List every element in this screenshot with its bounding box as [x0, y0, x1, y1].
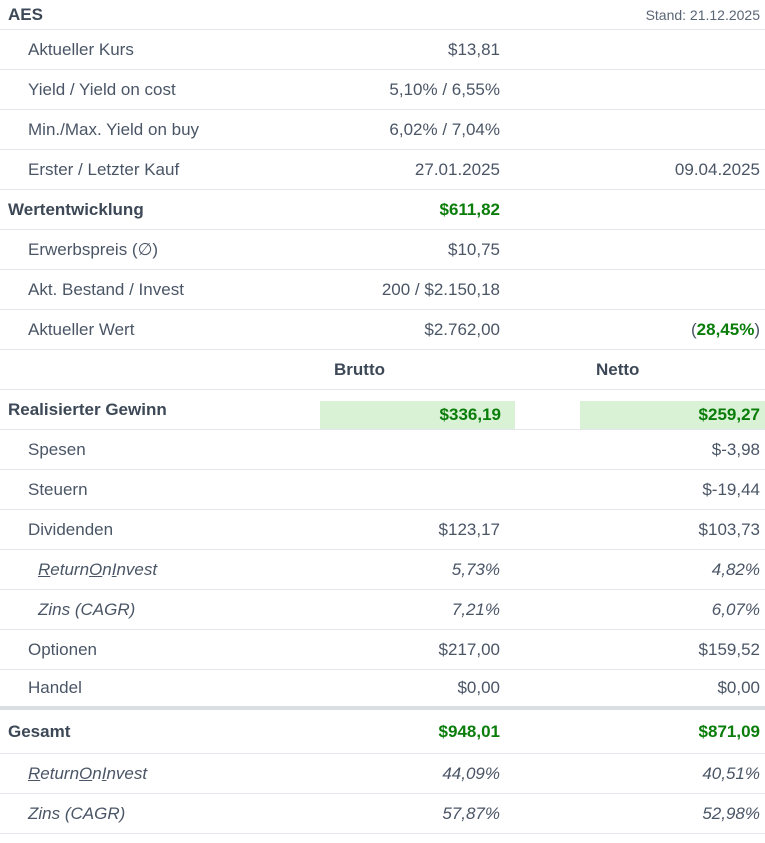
netto-value: $-19,44: [702, 479, 760, 499]
paren-close: ): [754, 319, 760, 339]
gesamt-netto: $871,09: [698, 721, 760, 741]
stand-date: Stand: 21.12.2025: [645, 6, 760, 23]
netto-value: 4,82%: [711, 559, 760, 579]
wertentwicklung-row: Wertentwicklung $611,82: [0, 190, 765, 230]
brutto-value: $0,00: [457, 678, 500, 697]
row-label: Erwerbspreis (∅): [28, 239, 159, 259]
row-value: 200 / $2.150,18: [381, 279, 500, 299]
row-label: Zins (CAGR): [28, 803, 126, 823]
row-label: Dividenden: [28, 519, 114, 539]
brutto-value: 5,73%: [451, 559, 500, 579]
netto-value: $0,00: [717, 678, 760, 697]
performance-percent: (28,45%): [691, 310, 760, 349]
brutto-value: 44,09%: [442, 763, 500, 783]
detail-row: Spesen $-3,98: [0, 430, 765, 470]
position-row: Akt. Bestand / Invest 200 / $2.150,18: [0, 270, 765, 310]
row-label: Zins (CAGR): [38, 599, 136, 619]
detail-row: Dividenden $123,17 $103,73: [0, 510, 765, 550]
row-label: Steuern: [28, 479, 88, 499]
performance-percent-value: 28,45%: [696, 319, 755, 339]
column-header-brutto: Brutto: [334, 359, 385, 379]
position-row: Erwerbspreis (∅) $10,75: [0, 230, 765, 270]
row-label: Akt. Bestand / Invest: [28, 279, 184, 299]
netto-value: 52,98%: [702, 803, 760, 823]
wertentwicklung-label: Wertentwicklung: [8, 199, 144, 219]
overview-row: Aktueller Kurs $13,81: [0, 30, 765, 70]
row-label: Optionen: [28, 639, 97, 659]
row-label: Aktueller Wert: [28, 319, 135, 339]
row-value: $13,81: [448, 39, 500, 59]
paren-open: (: [690, 319, 697, 339]
gesamt-row: Gesamt $948,01 $871,09: [0, 710, 765, 754]
gesamt-brutto: $948,01: [438, 721, 500, 741]
first-buy-date: 27.01.2025: [414, 159, 500, 179]
row-label: Min./Max. Yield on buy: [28, 119, 200, 139]
column-header-netto: Netto: [596, 359, 640, 379]
realisiert-brutto: $336,19: [320, 401, 515, 429]
overview-row: Min./Max. Yield on buy 6,02% / 7,04%: [0, 110, 765, 150]
realisiert-label: Realisierter Gewinn: [8, 399, 167, 419]
overview-row: Yield / Yield on cost 5,10% / 6,55%: [0, 70, 765, 110]
overview-row: Erster / Letzter Kauf 27.01.2025 09.04.2…: [0, 150, 765, 190]
realisiert-row: Realisierter Gewinn $336,19 $259,27: [0, 390, 765, 430]
realisiert-netto: $259,27: [580, 401, 765, 429]
detail-row: Optionen $217,00 $159,52: [0, 630, 765, 670]
column-header-row: Brutto Netto: [0, 350, 765, 390]
brutto-value: $123,17: [438, 519, 500, 539]
row-value: 5,10% / 6,55%: [389, 79, 500, 99]
detail-row: Handel $0,00 $0,00: [0, 670, 765, 710]
row-label: Erster / Letzter Kauf: [28, 159, 180, 179]
row-label: Spesen: [28, 439, 86, 459]
gesamt-detail-row: Zins (CAGR) 57,87% 52,98%: [0, 794, 765, 834]
netto-value: $103,73: [698, 519, 760, 539]
netto-value: 40,51%: [702, 763, 760, 783]
row-label: Handel: [28, 678, 82, 697]
position-row: Aktueller Wert $2.762,00 (28,45%): [0, 310, 765, 350]
row-value: $10,75: [448, 239, 500, 259]
row-value: 6,02% / 7,04%: [389, 119, 500, 139]
brutto-value: $217,00: [438, 639, 500, 659]
ticker-title: AES: [8, 4, 43, 24]
row-label: Aktueller Kurs: [28, 39, 134, 59]
wertentwicklung-value: $611,82: [439, 199, 500, 219]
netto-value: $-3,98: [711, 439, 760, 459]
netto-value: 6,07%: [711, 599, 760, 619]
brutto-value: 57,87%: [442, 803, 500, 823]
gesamt-label: Gesamt: [8, 721, 71, 741]
detail-row: Steuern $-19,44: [0, 470, 765, 510]
netto-value: $159,52: [698, 639, 760, 659]
detail-row: Zins (CAGR) 7,21% 6,07%: [0, 590, 765, 630]
row-label: Yield / Yield on cost: [28, 79, 176, 99]
last-buy-date: 09.04.2025: [674, 159, 760, 179]
brutto-value: 7,21%: [451, 599, 500, 619]
row-value: $2.762,00: [424, 319, 500, 339]
header-row: AES Stand: 21.12.2025: [0, 0, 765, 30]
